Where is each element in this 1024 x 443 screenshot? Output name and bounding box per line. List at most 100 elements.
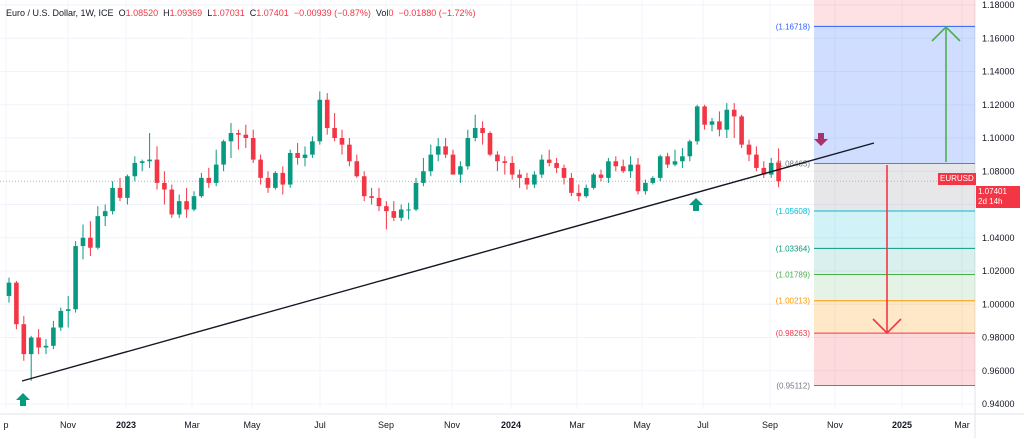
x-tick-label: p (3, 420, 8, 430)
candle-body (36, 337, 41, 348)
candle-body (606, 161, 611, 178)
fib-level-label: (0.95112) (776, 382, 810, 391)
x-tick-label: Jul (314, 420, 326, 430)
candle-body (169, 189, 175, 215)
candle-body (435, 146, 441, 155)
candle-body (650, 177, 656, 183)
candle-body (761, 167, 767, 175)
y-tick-label: 1.00000 (982, 299, 1015, 309)
low-label: L (207, 8, 213, 18)
candle-body (391, 211, 397, 218)
target-up-arrow-head (931, 25, 961, 42)
open-value: 1.08520 (125, 8, 159, 18)
fib-zone (814, 333, 975, 386)
candle-body (458, 166, 463, 175)
candle-body (746, 144, 752, 155)
candle-body (443, 146, 448, 155)
candle-body (14, 282, 19, 325)
candle-body (199, 177, 204, 197)
candle-body (532, 174, 537, 185)
x-tick-label: Mar (954, 420, 970, 430)
candle-body (310, 141, 315, 155)
candle-body (369, 196, 374, 198)
candle-body (28, 337, 34, 355)
candle-body (95, 216, 101, 248)
candle-body (184, 201, 189, 210)
y-tick-label: 1.10000 (982, 133, 1015, 143)
candle-body (428, 154, 434, 172)
close-value: 1.07401 (256, 8, 289, 18)
candle-body (347, 144, 352, 162)
x-tick-label: May (633, 420, 651, 430)
candle-body (620, 166, 626, 172)
x-tick-label: Sep (378, 420, 394, 430)
candle-body (776, 162, 781, 182)
candle-body (480, 128, 485, 134)
candle-body (561, 167, 567, 178)
x-tick-label: May (243, 420, 261, 430)
candle-body (221, 141, 226, 165)
y-tick-label: 1.08000 (982, 166, 1015, 176)
candle-body (635, 164, 641, 192)
ohlc-header: Euro / U.S. Dollar, 1W, ICE O1.08520 H1.… (6, 8, 476, 18)
x-tick-label: Jul (697, 420, 709, 430)
candle-body (643, 182, 648, 192)
fib-zone (814, 274, 975, 301)
candle-body (546, 159, 552, 163)
candle-body (339, 138, 345, 145)
candle-body (250, 138, 256, 160)
fib-level-label: (1.05608) (776, 207, 811, 216)
volume-label: Vol (375, 8, 389, 18)
candle-body (702, 106, 707, 125)
candle-body (754, 154, 759, 168)
fib-level-label: (1.00213) (776, 297, 811, 306)
candle-body (472, 128, 478, 138)
fib-level-label: (0.98263) (776, 329, 811, 338)
y-tick-label: 1.02000 (982, 266, 1015, 276)
fib-zone (814, 300, 975, 334)
candle-body (6, 282, 12, 296)
candle-body (243, 134, 249, 138)
candle-body (295, 152, 300, 158)
high-label: H (163, 8, 170, 18)
x-tick-label: Sep (762, 420, 778, 430)
x-tick-label: 2024 (501, 420, 521, 430)
fib-level-label: (1.16718) (776, 22, 811, 31)
candle-body (413, 182, 419, 210)
candle-body (147, 159, 152, 162)
candle-body (58, 310, 64, 328)
candle-body (213, 164, 219, 183)
candle-body (406, 209, 411, 211)
last-price-value: 1.07401 (978, 187, 1007, 196)
y-tick-label: 0.98000 (982, 333, 1015, 343)
y-tick-label: 1.16000 (982, 33, 1015, 43)
candle-body (709, 121, 715, 125)
candle-body (154, 159, 160, 183)
candle-body (376, 197, 382, 207)
trend-line (21, 142, 875, 382)
candle-body (502, 161, 508, 163)
y-tick-label: 1.12000 (982, 100, 1015, 110)
candle-body (43, 345, 49, 348)
target-down-arrow-head (872, 318, 902, 335)
candle-body (302, 154, 308, 158)
bar-countdown: 2d 14h (978, 197, 1003, 206)
candle-body (21, 324, 27, 355)
x-tick-label: Mar (184, 420, 200, 430)
candle-body (176, 201, 182, 215)
x-tick-label: 2025 (892, 420, 912, 430)
candle-body (724, 109, 730, 130)
price-change: −0.00939 (−0.87%) (293, 8, 371, 18)
candle-body (73, 246, 78, 310)
open-label: O (118, 8, 126, 18)
candle-body (694, 106, 700, 142)
candle-body (450, 154, 456, 175)
candle-body (487, 133, 493, 155)
fib-level-label: (1.08465) (776, 160, 811, 169)
candle-body (768, 162, 774, 175)
volume-change: −0.01880 (−1.72%) (398, 8, 476, 18)
candle-body (465, 138, 471, 167)
candle-body (258, 159, 263, 178)
